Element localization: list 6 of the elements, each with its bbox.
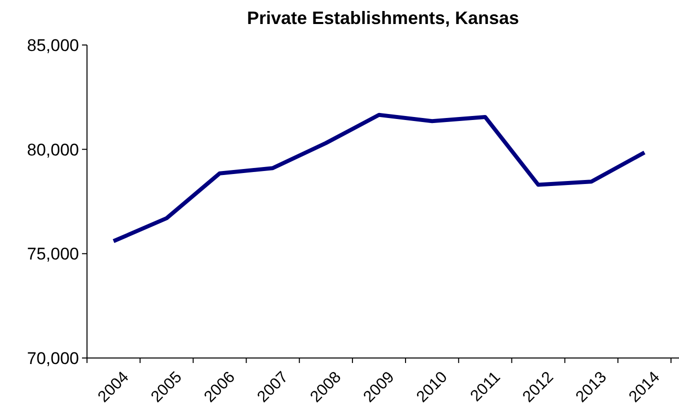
- y-tick-label: 70,000: [27, 348, 79, 368]
- y-tick-label: 80,000: [27, 140, 79, 160]
- y-tick-label: 85,000: [27, 36, 79, 55]
- line-series: [112, 112, 646, 244]
- chart-title: Private Establishments, Kansas: [246, 8, 520, 28]
- y-tick-label: 75,000: [27, 244, 79, 264]
